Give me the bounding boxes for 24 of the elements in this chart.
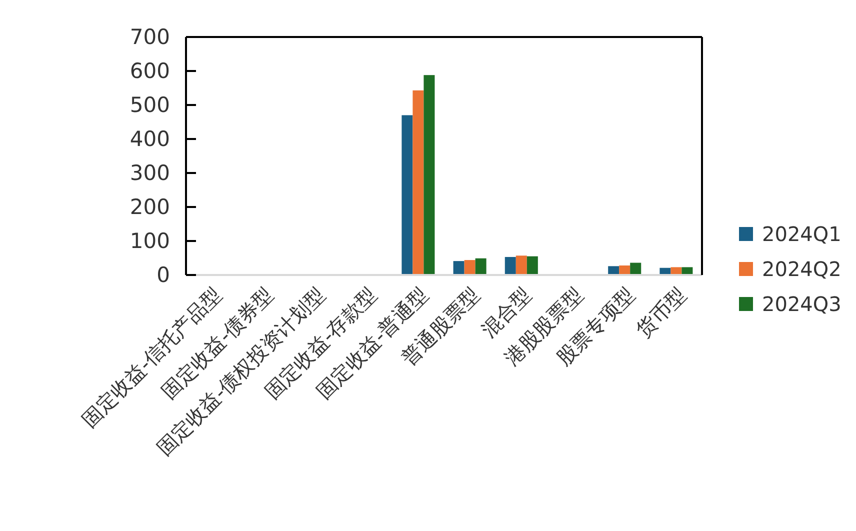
bar [402, 115, 413, 275]
legend-label: 2024Q1 [762, 222, 842, 246]
bar [453, 261, 464, 275]
bar [412, 90, 424, 275]
legend-label: 2024Q2 [762, 257, 842, 281]
bar [608, 266, 620, 275]
y-tick-label: 700 [130, 25, 170, 49]
y-tick-label: 300 [130, 161, 170, 185]
legend-label: 2024Q3 [762, 292, 842, 316]
y-tick-label: 100 [130, 229, 170, 253]
bar [504, 256, 516, 275]
y-tick-label: 400 [130, 127, 170, 151]
bar [424, 75, 435, 275]
bar [475, 258, 486, 275]
y-tick-label: 200 [130, 195, 170, 219]
bar [464, 260, 476, 275]
bar [682, 267, 693, 275]
bar [670, 267, 682, 275]
y-tick-label: 500 [130, 93, 170, 117]
y-tick-label: 0 [156, 263, 170, 287]
bar [630, 262, 642, 275]
bar [516, 256, 527, 275]
y-tick-label: 600 [130, 59, 170, 83]
bar [526, 256, 538, 275]
